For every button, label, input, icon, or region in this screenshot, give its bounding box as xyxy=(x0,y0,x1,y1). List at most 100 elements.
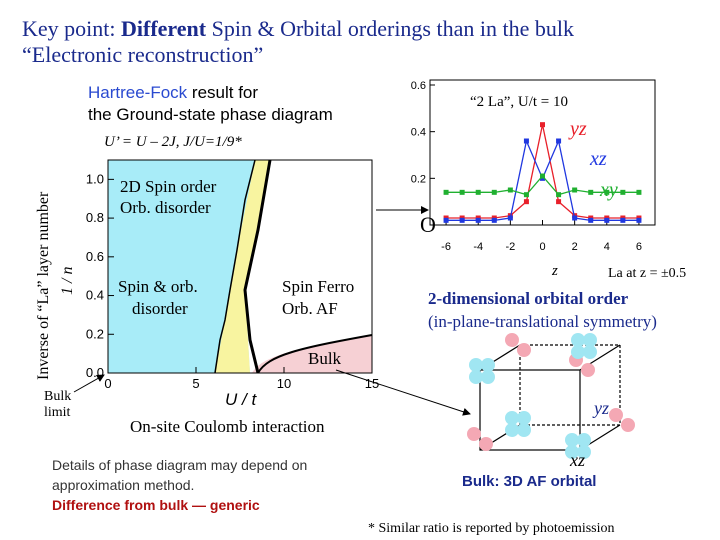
pd-condition: U’ = U – 2J, J/U=1/9* xyxy=(104,134,242,150)
bulk-limit: Bulk xyxy=(44,389,71,404)
region-label: Orb. disorder xyxy=(120,198,211,217)
series-marker xyxy=(572,215,578,221)
x-tick-label: -2 xyxy=(505,241,515,253)
region-pink xyxy=(252,335,372,373)
x-tick-label: 10 xyxy=(277,376,291,391)
cube-xz: xz xyxy=(569,450,585,470)
inset-title: “2 La”, U/t = 10 xyxy=(470,94,568,110)
region-label: Spin Ferro xyxy=(282,277,354,296)
series-marker xyxy=(459,189,465,195)
pd-title: the Ground-state phase diagram xyxy=(88,105,333,124)
orbital-heading: 2-dimensional orbital order xyxy=(428,289,629,308)
x-tick-label: -6 xyxy=(441,241,451,253)
series-label: yz xyxy=(568,118,587,140)
series-marker xyxy=(443,189,449,195)
subtitle: “Electronic reconstruction” xyxy=(22,42,263,67)
series-label: xy xyxy=(599,179,618,201)
y-tick-label: 0.4 xyxy=(86,288,104,303)
series-marker xyxy=(443,217,449,223)
plot-frame xyxy=(107,159,373,374)
series-marker xyxy=(540,122,545,128)
bulk-limit: limit xyxy=(44,405,71,420)
x-tick-label: 2 xyxy=(572,241,578,253)
arrow xyxy=(335,369,471,416)
title: Key point: Different Spin & Orbital orde… xyxy=(22,16,574,41)
y-tick-label: 0.4 xyxy=(411,127,426,139)
note: Difference from bulk — generic xyxy=(52,497,260,513)
series-marker xyxy=(459,217,465,223)
pd-ylabel: Inverse of “La” layer number xyxy=(35,191,52,380)
x-tick-label: 0 xyxy=(104,376,111,391)
region-label: Bulk xyxy=(308,349,342,368)
pd-xaxis-label: U / t xyxy=(225,390,257,409)
y-tick-label: 0.8 xyxy=(86,210,104,225)
x-tick-label: 15 xyxy=(365,376,379,391)
footnote: * Similar ratio is reported by photoemis… xyxy=(368,521,615,536)
cube-caption: Bulk: 3D AF orbital xyxy=(462,473,596,490)
region-white xyxy=(245,160,372,373)
series-marker xyxy=(556,192,562,198)
orbital-sub: (in-plane-translational symmetry) xyxy=(428,312,657,331)
y-tick-label: 0.2 xyxy=(411,173,426,185)
y-tick-label: 0.2 xyxy=(86,326,104,341)
cube-yz: yz xyxy=(592,398,609,418)
title-bold: Different xyxy=(121,16,207,41)
region-label: disorder xyxy=(132,299,188,318)
series-marker xyxy=(491,189,497,195)
series-marker xyxy=(523,199,529,205)
series-marker xyxy=(491,217,497,223)
x-tick-label: 0 xyxy=(539,241,545,253)
series-marker xyxy=(588,189,594,195)
orbital-lobes xyxy=(467,333,635,459)
series-marker xyxy=(604,189,610,195)
series-marker xyxy=(556,199,562,205)
series-marker xyxy=(475,217,481,223)
note: approximation method. xyxy=(52,477,194,493)
arrow xyxy=(73,374,105,393)
region-label: 2D Spin order xyxy=(120,177,217,196)
pd-title-rest: result for xyxy=(187,83,258,102)
note: Details of phase diagram may depend on xyxy=(52,457,307,473)
y-tick-label: 0.6 xyxy=(86,249,104,264)
x-tick-label: 6 xyxy=(636,241,642,253)
y-tick-label: 0.6 xyxy=(411,80,426,92)
series-marker xyxy=(523,192,529,198)
series-line xyxy=(446,124,639,219)
series-marker xyxy=(636,189,642,195)
region-label: Orb. AF xyxy=(282,299,338,318)
series-marker xyxy=(556,138,562,144)
inset-note: La at z = ±0.5 xyxy=(608,266,686,281)
x-tick-label: -4 xyxy=(473,241,483,253)
pd-yaxis-label: 1 / n xyxy=(59,267,76,295)
x-tick-label: 4 xyxy=(604,241,610,253)
x-tick-label: 5 xyxy=(192,376,199,391)
series-marker xyxy=(636,217,642,223)
pd-title-blue: Hartree-Fock xyxy=(88,83,188,102)
series-marker xyxy=(475,189,481,195)
inset-ylabel: O xyxy=(420,212,436,237)
series-marker xyxy=(588,217,594,223)
series-marker xyxy=(507,187,513,193)
title-rest: Spin & Orbital orderings than in the bul… xyxy=(206,16,574,41)
region-yellow xyxy=(215,160,270,373)
series-marker xyxy=(572,187,578,193)
series-marker xyxy=(540,173,545,179)
series-marker xyxy=(620,217,626,223)
y-tick-label: 1.0 xyxy=(86,171,104,186)
series-marker xyxy=(523,138,529,144)
region-label: Spin & orb. xyxy=(118,277,198,296)
series-marker xyxy=(604,217,610,223)
pd-caption: On-site Coulomb interaction xyxy=(130,417,325,436)
y-tick-label: 0.0 xyxy=(86,365,104,380)
series-marker xyxy=(507,215,513,221)
series-marker xyxy=(620,189,626,195)
pd-title: Hartree-Fock result for xyxy=(88,83,258,102)
inset-xlabel: z xyxy=(551,263,558,279)
boundary xyxy=(243,159,272,374)
series-label: xz xyxy=(589,148,607,170)
title-lead: Key point: xyxy=(22,16,121,41)
boundary xyxy=(257,334,373,374)
